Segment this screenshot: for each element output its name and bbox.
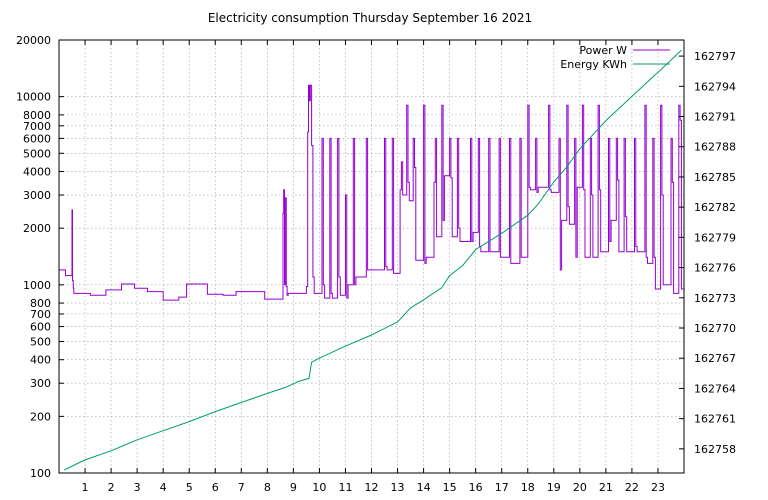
x-tick-label: 8 bbox=[264, 481, 271, 494]
y-right-tick-label: 162779 bbox=[694, 231, 736, 244]
y-left-tick-label: 300 bbox=[30, 377, 51, 390]
x-tick-label: 23 bbox=[651, 481, 665, 494]
y-left-tick-label: 5000 bbox=[23, 147, 51, 160]
y-right-tick-label: 162791 bbox=[694, 111, 736, 124]
x-tick-label: 4 bbox=[160, 481, 167, 494]
x-tick-label: 19 bbox=[547, 481, 561, 494]
x-tick-label: 20 bbox=[573, 481, 587, 494]
chart-title: Electricity consumption Thursday Septemb… bbox=[208, 11, 532, 25]
x-tick-label: 18 bbox=[521, 481, 535, 494]
x-tick-label: 11 bbox=[338, 481, 352, 494]
y-left-tick-label: 400 bbox=[30, 354, 51, 367]
grid-lines bbox=[59, 40, 684, 473]
y-left-tick-label: 100 bbox=[30, 467, 51, 480]
y-left-tick-label: 600 bbox=[30, 321, 51, 334]
x-tick-label: 22 bbox=[625, 481, 639, 494]
y-right-tick-label: 162785 bbox=[694, 171, 736, 184]
y-right-tick-label: 162794 bbox=[694, 80, 736, 93]
y-right-tick-label: 162758 bbox=[694, 443, 736, 456]
y-right-tick-label: 162764 bbox=[694, 382, 736, 395]
x-tick-label: 6 bbox=[212, 481, 219, 494]
y-left-tick-label: 7000 bbox=[23, 120, 51, 133]
y-right-tick-label: 162767 bbox=[694, 352, 736, 365]
y-right-tick-label: 162788 bbox=[694, 141, 736, 154]
y-left-tick-label: 800 bbox=[30, 297, 51, 310]
y-right-tick-label: 162770 bbox=[694, 322, 736, 335]
y-left-tick-label: 200 bbox=[30, 410, 51, 423]
power-series-line bbox=[59, 84, 684, 301]
energy-series-line bbox=[63, 49, 682, 471]
x-tick-label: 13 bbox=[391, 481, 405, 494]
y-left-tick-label: 3000 bbox=[23, 189, 51, 202]
x-tick-label: 16 bbox=[469, 481, 483, 494]
y-right-tick-label: 162782 bbox=[694, 201, 736, 214]
x-tick-label: 1 bbox=[82, 481, 89, 494]
x-tick-label: 17 bbox=[495, 481, 509, 494]
x-tick-label: 12 bbox=[365, 481, 379, 494]
y-left-tick-label: 8000 bbox=[23, 109, 51, 122]
y-left-tick-label: 1000 bbox=[23, 279, 51, 292]
y-left-tick-label: 20000 bbox=[16, 34, 51, 47]
legend: Power W Energy KWh bbox=[560, 44, 670, 71]
x-tick-label: 5 bbox=[186, 481, 193, 494]
x-tick-label: 15 bbox=[443, 481, 457, 494]
y-left-tick-label: 6000 bbox=[23, 132, 51, 145]
x-tick-label: 14 bbox=[417, 481, 431, 494]
y-left-tick-label: 4000 bbox=[23, 166, 51, 179]
y-left-tick-label: 10000 bbox=[16, 91, 51, 104]
x-tick-label: 10 bbox=[312, 481, 326, 494]
y-left-tick-label: 500 bbox=[30, 335, 51, 348]
x-tick-label: 9 bbox=[290, 481, 297, 494]
axis-labels: 1 2 3 4 5 6 7 8 9 10 11 12 13 14 15 16 17 18 19 20 21 22 23100… bbox=[16, 34, 736, 494]
legend-label-energy: Energy KWh bbox=[560, 58, 627, 71]
legend-label-power: Power W bbox=[579, 44, 627, 57]
y-left-tick-label: 700 bbox=[30, 308, 51, 321]
y-left-tick-label: 2000 bbox=[23, 222, 51, 235]
y-right-tick-label: 162773 bbox=[694, 292, 736, 305]
x-tick-label: 7 bbox=[238, 481, 245, 494]
y-right-tick-label: 162761 bbox=[694, 413, 736, 426]
x-tick-label: 2 bbox=[108, 481, 115, 494]
x-tick-label: 3 bbox=[134, 481, 141, 494]
y-right-tick-label: 162776 bbox=[694, 262, 736, 275]
x-tick-label: 21 bbox=[599, 481, 613, 494]
series-layer bbox=[59, 49, 684, 471]
y-right-tick-label: 162797 bbox=[694, 50, 736, 63]
